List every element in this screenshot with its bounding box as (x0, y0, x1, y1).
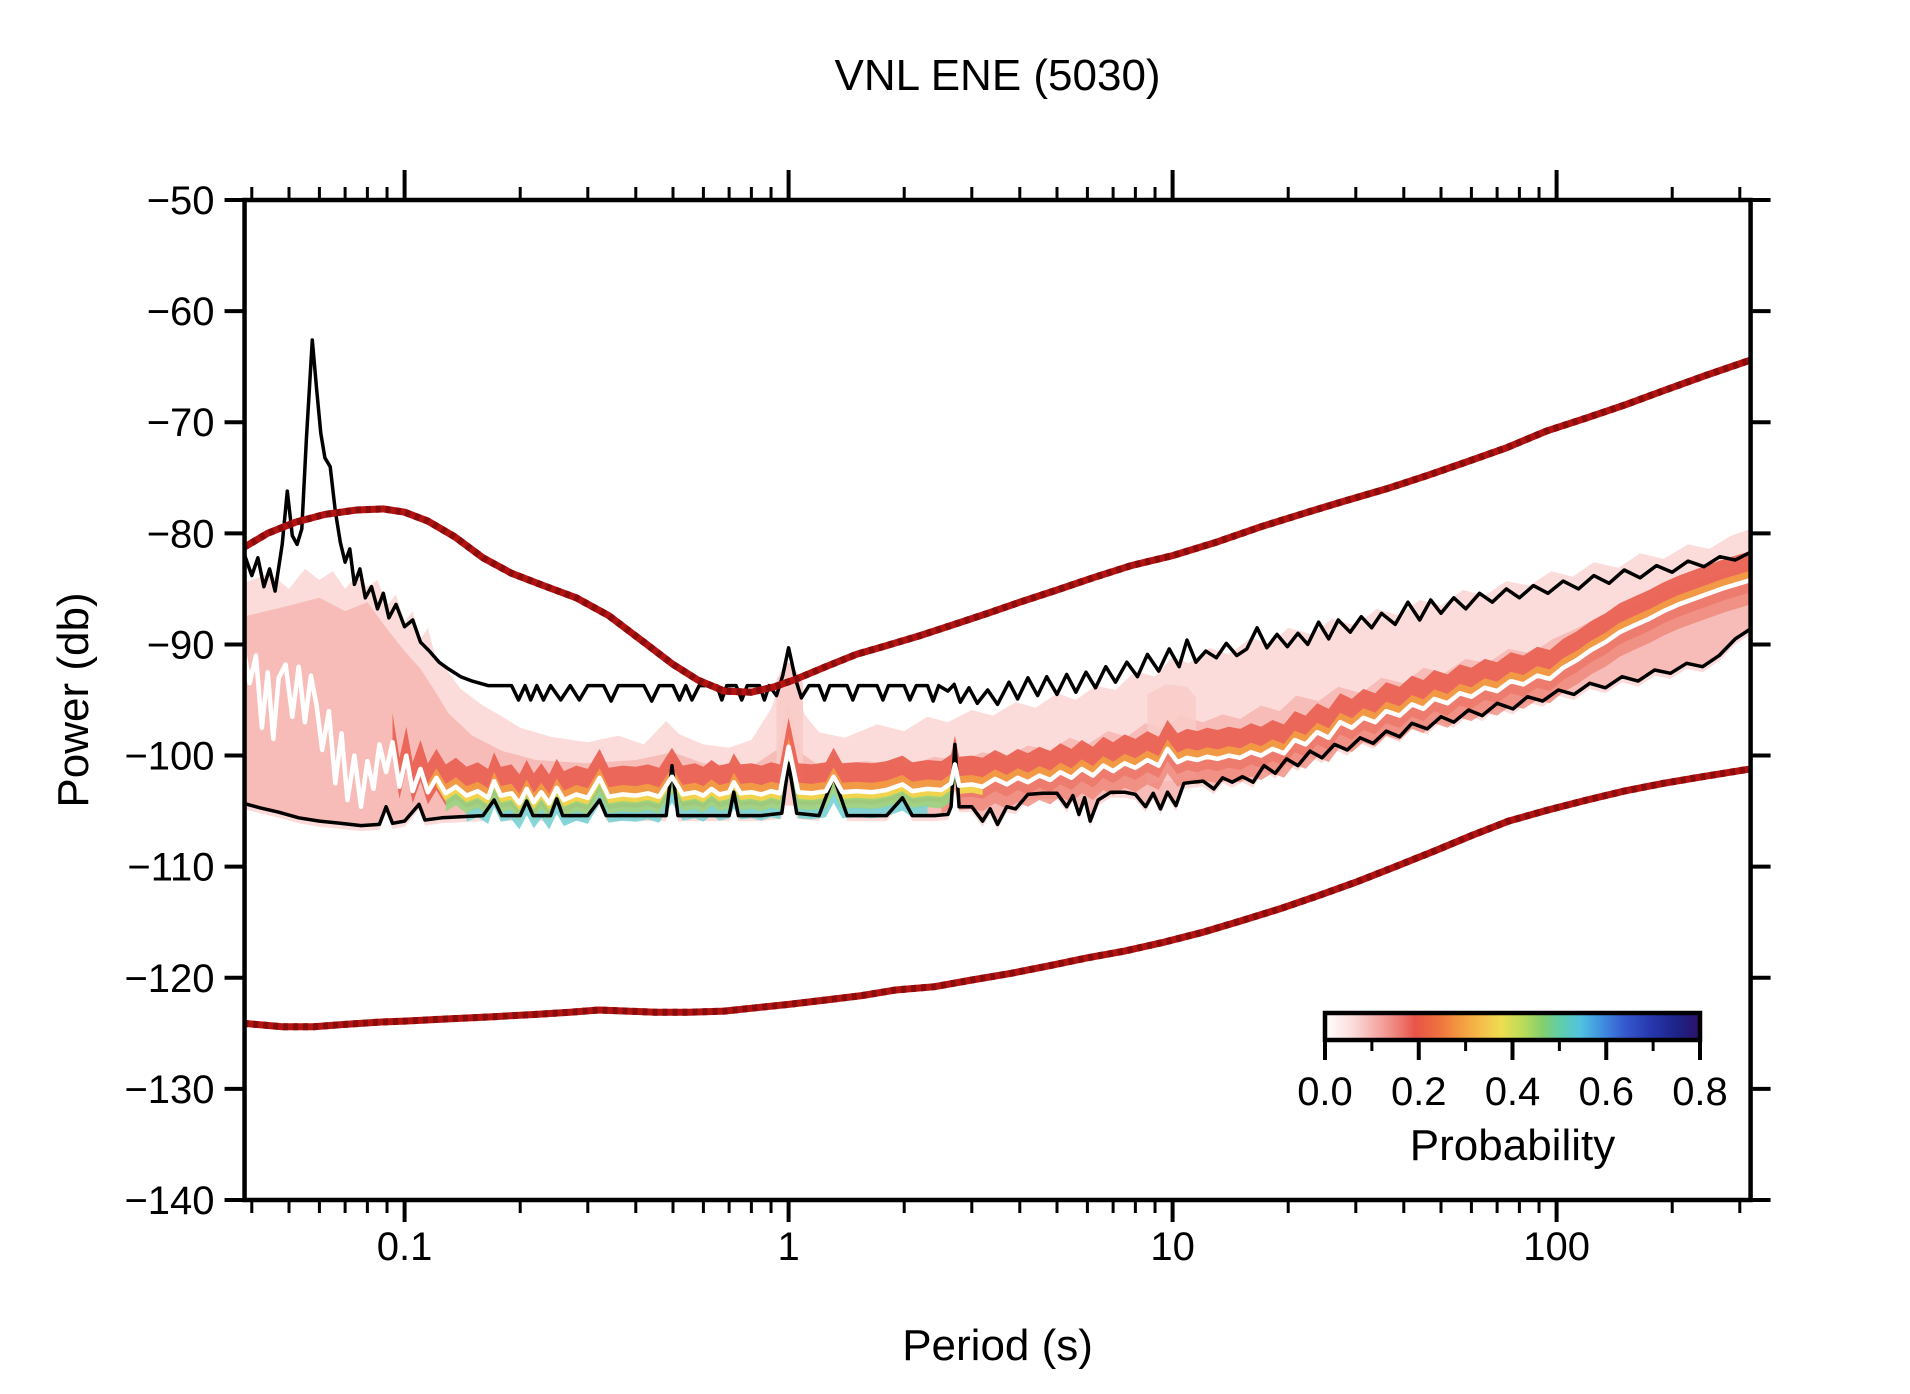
heatmap-band-band-green (445, 753, 960, 822)
heatmap-band-cloud-outer (244, 528, 1751, 832)
envelope-lower-line (244, 627, 1751, 828)
colorbar-tick-label: 0.0 (1297, 1070, 1353, 1114)
colorbar-tick-label: 0.6 (1578, 1070, 1634, 1114)
colorbar-title: Probability (1410, 1121, 1615, 1170)
envelope-upper-line (244, 338, 1751, 707)
y-tick-label: −50 (147, 179, 215, 223)
heatmap-band-band-red-soft (941, 580, 1751, 815)
probability-colorbar: 0.0 0.2 0.4 0.6 0.8 (1297, 1010, 1728, 1114)
envelope-lines (244, 338, 1751, 828)
axes-frame: 0.1 1 10 100 −50 −60 −70 −80 −90 −100 −110 −120 −130… (124, 170, 1771, 1269)
noise-model-curves (244, 356, 1751, 1031)
high-noise-model-curve-texture (244, 356, 1751, 696)
y-tick-label: −90 (147, 623, 215, 667)
y-tick-label: −70 (147, 401, 215, 445)
x-tick-label: 0.1 (377, 1225, 433, 1269)
y-tick-label: −140 (124, 1179, 214, 1223)
y-tick-label: −120 (124, 957, 214, 1001)
y-axis-title: Power (db) (49, 592, 98, 807)
y-tick-label: −80 (147, 512, 215, 556)
plot-frame (242, 197, 1753, 1203)
y-tick-label: −130 (124, 1068, 214, 1112)
heatmap-band-band-cyan (466, 763, 928, 830)
x-axis-title: Period (s) (902, 1321, 1093, 1370)
y-tick-label: −60 (147, 290, 215, 334)
colorbar-gradient (1322, 1010, 1703, 1043)
mode-white-line (244, 577, 1751, 809)
colorbar-tick-label: 0.8 (1672, 1070, 1728, 1114)
chart-title: VNL ENE (5030) (835, 51, 1161, 100)
low-noise-model-curve-texture (244, 765, 1751, 1031)
mode-line (244, 577, 1751, 809)
colorbar-tick-label: 0.4 (1485, 1070, 1541, 1114)
y-tick-label: −110 (127, 846, 214, 890)
y-tick-label: −100 (124, 735, 214, 779)
x-tick-label: 100 (1523, 1225, 1590, 1269)
x-tick-label: 1 (777, 1225, 799, 1269)
x-tick-label: 10 (1150, 1225, 1195, 1269)
colorbar-tick-label: 0.2 (1391, 1070, 1447, 1114)
